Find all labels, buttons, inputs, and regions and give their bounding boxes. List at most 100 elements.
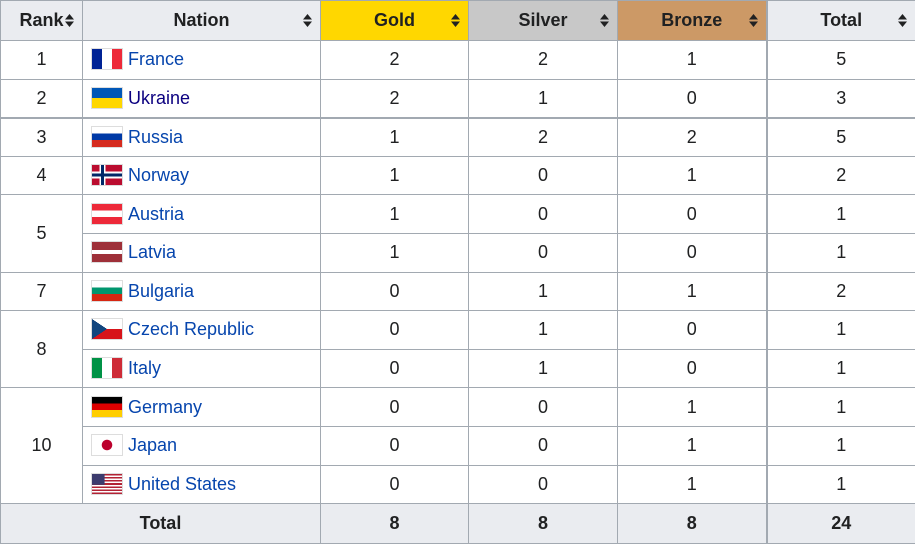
total-silver: 8 xyxy=(469,504,618,544)
bronze-cell: 1 xyxy=(618,426,767,465)
nation-link[interactable]: Latvia xyxy=(128,242,176,262)
sort-icon[interactable] xyxy=(898,14,907,27)
rank-cell: 2 xyxy=(1,79,83,118)
gold-cell: 1 xyxy=(321,233,469,272)
header-row: Rank Nation Gold Silver Bronze Total xyxy=(1,1,915,41)
nation-link[interactable]: Russia xyxy=(128,127,183,147)
header-text: Nation xyxy=(174,10,230,30)
flag-icon xyxy=(92,397,122,417)
nation-link[interactable]: Germany xyxy=(128,397,202,417)
nation-link[interactable]: Italy xyxy=(128,358,161,378)
sort-icon[interactable] xyxy=(600,14,609,27)
nation-cell: Japan xyxy=(83,426,321,465)
sort-icon[interactable] xyxy=(749,14,758,27)
total-cell: 1 xyxy=(767,349,915,388)
rank-cell: 8 xyxy=(1,311,83,388)
silver-cell: 0 xyxy=(469,195,618,234)
total-cell: 1 xyxy=(767,426,915,465)
silver-cell: 0 xyxy=(469,465,618,504)
gold-cell: 0 xyxy=(321,311,469,350)
rank-cell: 5 xyxy=(1,195,83,272)
total-cell: 5 xyxy=(767,118,915,157)
silver-cell: 0 xyxy=(469,156,618,195)
gold-cell: 0 xyxy=(321,272,469,311)
silver-cell: 1 xyxy=(469,349,618,388)
rank-cell: 7 xyxy=(1,272,83,311)
column-header[interactable]: Gold xyxy=(321,1,469,41)
gold-cell: 0 xyxy=(321,426,469,465)
bronze-cell: 1 xyxy=(618,388,767,427)
silver-cell: 1 xyxy=(469,272,618,311)
total-cell: 1 xyxy=(767,388,915,427)
nation-cell: Germany xyxy=(83,388,321,427)
sort-icon[interactable] xyxy=(451,14,460,27)
flag-icon xyxy=(92,49,122,69)
header-text: Rank xyxy=(19,10,63,30)
sort-icon[interactable] xyxy=(303,14,312,27)
nation-cell: United States xyxy=(83,465,321,504)
flag-icon xyxy=(92,358,122,378)
nation-link[interactable]: Czech Republic xyxy=(128,319,254,339)
nation-cell: Bulgaria xyxy=(83,272,321,311)
gold-cell: 1 xyxy=(321,195,469,234)
gold-cell: 0 xyxy=(321,349,469,388)
silver-cell: 2 xyxy=(469,41,618,80)
total-cell: 1 xyxy=(767,233,915,272)
flag-icon xyxy=(92,242,122,262)
nation-link[interactable]: Ukraine xyxy=(128,88,190,108)
total-cell: 3 xyxy=(767,79,915,118)
silver-cell: 1 xyxy=(469,79,618,118)
total-total: 24 xyxy=(767,504,915,544)
gold-cell: 1 xyxy=(321,156,469,195)
bronze-cell: 0 xyxy=(618,233,767,272)
header-text: Bronze xyxy=(661,10,722,30)
nation-link[interactable]: Bulgaria xyxy=(128,281,194,301)
silver-cell: 2 xyxy=(469,118,618,157)
flag-icon xyxy=(92,474,122,494)
column-header[interactable]: Total xyxy=(767,1,915,41)
nation-cell: Russia xyxy=(83,118,321,157)
nation-cell: Ukraine xyxy=(83,79,321,118)
silver-cell: 1 xyxy=(469,311,618,350)
nation-link[interactable]: United States xyxy=(128,474,236,494)
gold-cell: 2 xyxy=(321,79,469,118)
header-text: Total xyxy=(820,10,862,30)
silver-cell: 0 xyxy=(469,388,618,427)
column-header[interactable]: Silver xyxy=(469,1,618,41)
column-header[interactable]: Nation xyxy=(83,1,321,41)
total-cell: 5 xyxy=(767,41,915,80)
flag-icon xyxy=(92,435,122,455)
nation-link[interactable]: Japan xyxy=(128,435,177,455)
nation-link[interactable]: France xyxy=(128,49,184,69)
rank-cell: 10 xyxy=(1,388,83,504)
total-cell: 1 xyxy=(767,311,915,350)
sort-icon[interactable] xyxy=(65,14,74,27)
gold-cell: 0 xyxy=(321,465,469,504)
total-cell: 1 xyxy=(767,195,915,234)
bronze-cell: 1 xyxy=(618,465,767,504)
total-gold: 8 xyxy=(321,504,469,544)
bronze-cell: 1 xyxy=(618,156,767,195)
total-cell: 1 xyxy=(767,465,915,504)
header-text: Gold xyxy=(374,10,415,30)
nation-link[interactable]: Norway xyxy=(128,165,189,185)
silver-cell: 0 xyxy=(469,426,618,465)
nation-cell: Czech Republic xyxy=(83,311,321,350)
nation-cell: France xyxy=(83,41,321,80)
column-header[interactable]: Bronze xyxy=(618,1,767,41)
gold-cell: 1 xyxy=(321,118,469,157)
bronze-cell: 0 xyxy=(618,311,767,350)
nation-link[interactable]: Austria xyxy=(128,204,184,224)
column-header[interactable]: Rank xyxy=(1,1,83,41)
